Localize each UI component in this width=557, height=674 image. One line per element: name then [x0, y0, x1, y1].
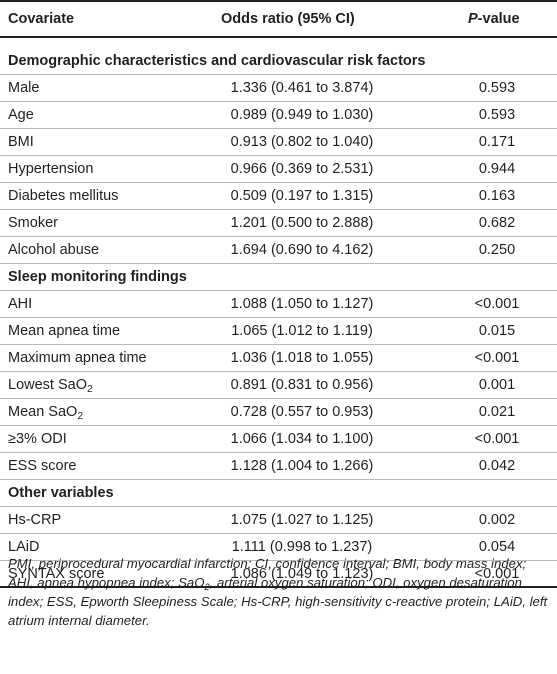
odds-ratio-value: 1.336 (0.461 to 3.874): [230, 80, 374, 96]
header-covariate: Covariate: [8, 11, 75, 27]
section-header: Demographic characteristics and cardiova…: [0, 38, 557, 75]
covariate-name: Male: [8, 80, 40, 96]
covariate-name: Maximum apnea time: [8, 350, 147, 366]
p-value: 0.593: [478, 107, 516, 123]
table-body: Demographic characteristics and cardiova…: [0, 38, 557, 588]
table-row: Smoker 1.201 (0.500 to 2.888) 0.682: [0, 210, 557, 237]
p-value: 0.042: [478, 458, 516, 474]
odds-ratio-value: 1.128 (1.004 to 1.266): [230, 458, 374, 474]
odds-ratio-value: 1.201 (0.500 to 2.888): [230, 215, 374, 231]
odds-ratio-value: 1.694 (0.690 to 4.162): [230, 242, 374, 258]
odds-ratio-value: 0.509 (0.197 to 1.315): [230, 188, 374, 204]
table-row: Lowest SaO2 0.891 (0.831 to 0.956) 0.001: [0, 372, 557, 399]
covariate-name: SYNTAX score: [8, 566, 105, 582]
table-row: Diabetes mellitus 0.509 (0.197 to 1.315) 0…: [0, 183, 557, 210]
covariate-name: Alcohol abuse: [8, 242, 100, 258]
odds-ratio-value: 0.891 (0.831 to 0.956): [230, 377, 374, 393]
covariate-name: Lowest SaO2: [8, 377, 93, 395]
covariate-name: ESS score: [8, 458, 77, 474]
table-row: ≥3% ODI 1.066 (1.034 to 1.100) <0.001: [0, 426, 557, 453]
covariate-name: Mean SaO2: [8, 404, 83, 422]
table-row: BMI 0.913 (0.802 to 1.040) 0.171: [0, 129, 557, 156]
odds-ratio-value: 1.065 (1.012 to 1.119): [231, 323, 373, 339]
table-row: Hs-CRP 1.075 (1.027 to 1.125) 0.002: [0, 507, 557, 534]
odds-ratio-value: 1.066 (1.034 to 1.100): [230, 431, 374, 447]
p-value: 0.054: [478, 539, 516, 555]
p-value: <0.001: [474, 296, 520, 312]
p-value: <0.001: [474, 431, 520, 447]
p-value: 0.002: [478, 512, 516, 528]
table-footnote: PMI, periprocedural myocardial infarctio…: [8, 556, 548, 628]
section-title: Other variables: [8, 485, 114, 501]
p-value: 0.015: [478, 323, 516, 339]
table-row: Mean SaO2 0.728 (0.557 to 0.953) 0.021: [0, 399, 557, 426]
odds-ratio-value: 1.086 (1.049 to 1.123): [230, 566, 374, 582]
header-odds-ratio: Odds ratio (95% CI): [221, 11, 355, 27]
odds-ratio-value: 0.966 (0.369 to 2.531): [230, 161, 374, 177]
table-header: Covariate Odds ratio (95% CI) P-value: [0, 0, 557, 38]
odds-ratio-value: 0.728 (0.557 to 0.953): [230, 404, 374, 420]
p-value: 0.021: [478, 404, 516, 420]
p-value: 0.250: [478, 242, 516, 258]
covariate-name: Hs-CRP: [8, 512, 62, 528]
header-p-value: P-value: [468, 11, 520, 27]
table-row: Hypertension 0.966 (0.369 to 2.531) 0.944: [0, 156, 557, 183]
table-row: LAiD 1.111 (0.998 to 1.237) 0.054: [0, 534, 557, 561]
table-row: ESS score 1.128 (1.004 to 1.266) 0.042: [0, 453, 557, 480]
p-value: 0.001: [478, 377, 516, 393]
table-row: Male 1.336 (0.461 to 3.874) 0.593: [0, 75, 557, 102]
odds-ratio-value: 1.088 (1.050 to 1.127): [230, 296, 374, 312]
covariate-name: Mean apnea time: [8, 323, 121, 339]
p-value: <0.001: [474, 350, 520, 366]
odds-ratio-value: 1.111 (0.998 to 1.237): [231, 539, 373, 555]
section-title: Sleep monitoring findings: [8, 269, 187, 285]
p-value: 0.593: [478, 80, 516, 96]
table-row: SYNTAX score 1.086 (1.049 to 1.123) <0.001: [0, 561, 557, 588]
covariate-name: Age: [8, 107, 34, 123]
results-table: Covariate Odds ratio (95% CI) P-value De…: [0, 0, 557, 588]
table-row: Alcohol abuse 1.694 (0.690 to 4.162) 0.250: [0, 237, 557, 264]
table-row: Age 0.989 (0.949 to 1.030) 0.593: [0, 102, 557, 129]
covariate-name: Diabetes mellitus: [8, 188, 119, 204]
covariate-name: AHI: [8, 296, 33, 312]
section-header: Other variables: [0, 480, 557, 507]
table-row: Mean apnea time 1.065 (1.012 to 1.119) 0.0…: [0, 318, 557, 345]
odds-ratio-value: 1.075 (1.027 to 1.125): [230, 512, 374, 528]
section-title: Demographic characteristics and cardiova…: [8, 53, 426, 69]
table-row: AHI 1.088 (1.050 to 1.127) <0.001: [0, 291, 557, 318]
covariate-name: LAiD: [8, 539, 40, 555]
p-value: 0.944: [478, 161, 516, 177]
p-value: 0.171: [478, 134, 516, 150]
covariate-name: ≥3% ODI: [8, 431, 67, 447]
covariate-name: Hypertension: [8, 161, 94, 177]
covariate-name: BMI: [8, 134, 34, 150]
odds-ratio-value: 0.913 (0.802 to 1.040): [230, 134, 374, 150]
table-row: Maximum apnea time 1.036 (1.018 to 1.055)…: [0, 345, 557, 372]
p-value: 0.163: [478, 188, 516, 204]
p-value: <0.001: [474, 566, 520, 582]
odds-ratio-value: 1.036 (1.018 to 1.055): [230, 350, 374, 366]
section-header: Sleep monitoring findings: [0, 264, 557, 291]
p-value: 0.682: [478, 215, 516, 231]
odds-ratio-value: 0.989 (0.949 to 1.030): [230, 107, 374, 123]
covariate-name: Smoker: [8, 215, 58, 231]
